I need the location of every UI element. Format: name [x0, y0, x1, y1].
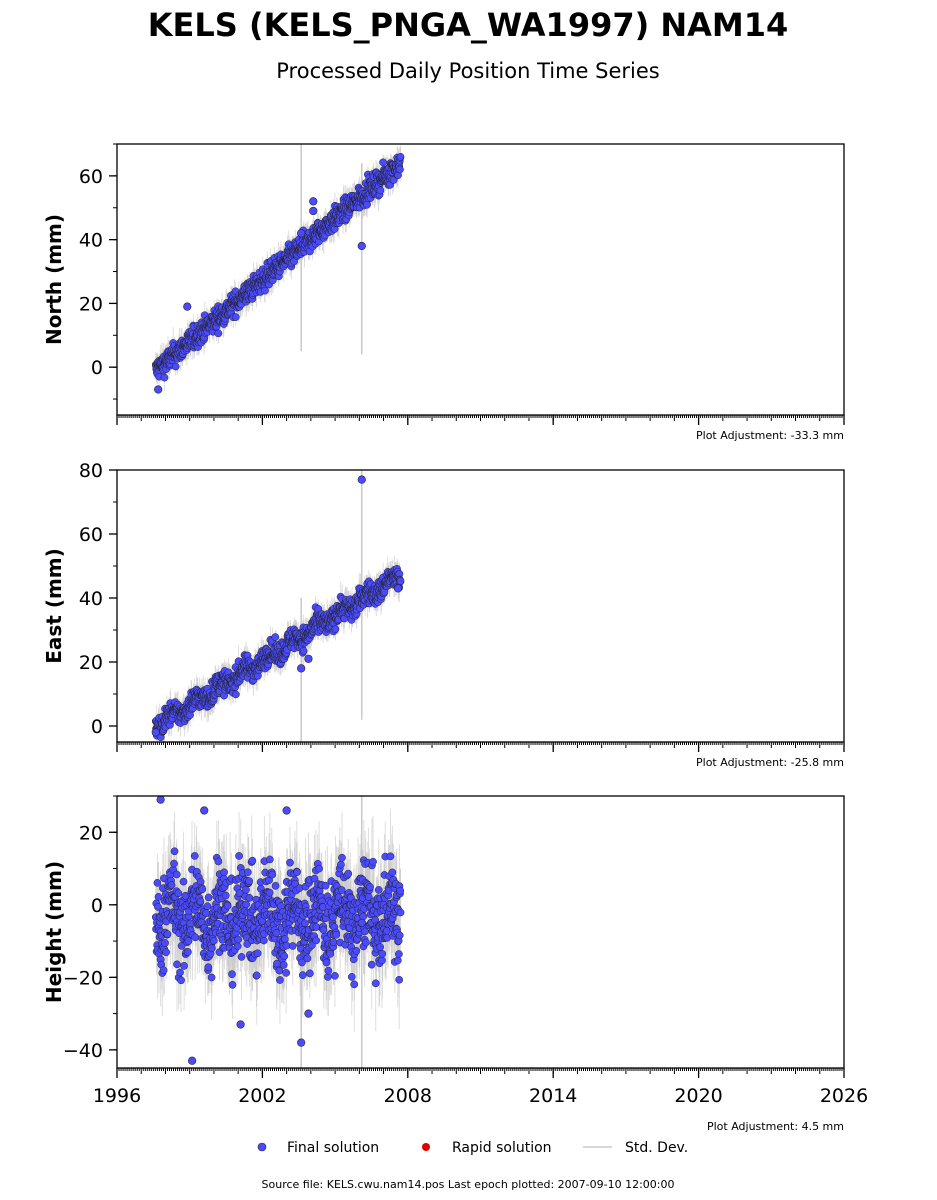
final-solution-point: [379, 158, 387, 167]
final-solution-point: [396, 577, 405, 585]
final-solution-point: [151, 728, 160, 737]
final-solution-point: [394, 584, 403, 593]
y-axis: 0 20 40 60 80: [79, 460, 117, 738]
final-solution-point: [171, 362, 180, 371]
final-solution-point: [231, 313, 240, 321]
plot-area: [151, 796, 405, 1068]
plot-frame: [116, 469, 845, 743]
y-tick-label: 20: [79, 293, 103, 315]
final-solution-point: [154, 385, 163, 394]
final-solution-points: [151, 475, 405, 741]
plot-adjustment-note: Plot Adjustment: -33.3 mm: [696, 429, 844, 442]
final-solution-point: [309, 197, 318, 206]
x-axis: [116, 742, 845, 752]
y-tick-label: 40: [79, 230, 103, 252]
y-tick-label: 20: [79, 652, 103, 674]
final-solution-point: [261, 286, 269, 295]
final-solution-point: [214, 329, 223, 338]
y-tick-label: 0: [91, 357, 103, 379]
y-axis: 0 20 40 60: [79, 143, 117, 400]
final-solution-point: [271, 633, 280, 641]
y-axis-label: East (mm): [42, 548, 66, 664]
final-solution-point: [299, 647, 308, 655]
figure-subtitle: Processed Daily Position Time Series: [276, 59, 660, 83]
y-tick-label: 0: [91, 716, 103, 738]
panel-1: 0 20 40 60 North (mm) Plot Adjustment: -33.3 …: [42, 143, 845, 442]
final-solution-point: [376, 186, 385, 195]
final-solution-point: [357, 241, 366, 251]
x-axis: [116, 415, 845, 425]
final-solution-points: [151, 152, 405, 394]
plot-frame: [116, 143, 845, 416]
final-solution-point: [304, 654, 313, 663]
final-solution-point: [357, 475, 366, 484]
panel-3: 1996 2002 2008 2014 2020 2026−40−20020Height …: [42, 795, 868, 1133]
final-solution-point: [297, 229, 306, 238]
final-solution-point: [160, 373, 169, 382]
final-solution-point: [363, 200, 371, 209]
final-solution-point: [231, 690, 240, 699]
y-tick-label: 40: [79, 588, 103, 610]
final-solution-point: [183, 302, 192, 311]
y-tick-label: 80: [79, 460, 103, 482]
final-solution-point: [396, 165, 404, 174]
y-tick-label: 60: [79, 524, 103, 546]
plot-area: [151, 144, 405, 394]
plot-area: [151, 470, 405, 742]
plot-panels: 0 20 40 60 North (mm) Plot Adjustment: -33.3 …: [42, 143, 868, 1133]
final-solution-point: [297, 664, 306, 673]
y-tick-label: 60: [79, 166, 103, 188]
plot-adjustment-note: Plot Adjustment: -25.8 mm: [696, 756, 844, 769]
final-solution-point: [396, 152, 405, 161]
y-axis-label: North (mm): [42, 214, 66, 345]
panel-2: 0 20 40 60 80 East (mm) Plot Adjustment: -25.8…: [42, 460, 845, 769]
final-solution-point: [331, 625, 340, 634]
figure-title: KELS (KELS_PNGA_WA1997) NAM14: [148, 6, 789, 44]
final-solution-point: [309, 206, 318, 216]
